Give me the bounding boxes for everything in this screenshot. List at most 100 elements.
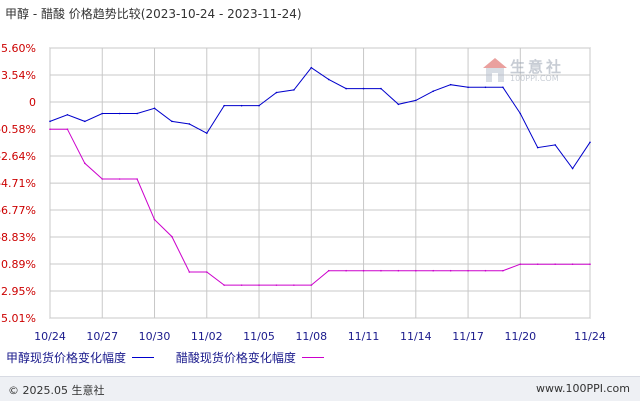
series-2-point	[310, 284, 313, 286]
series-1-point	[449, 83, 452, 86]
series-2-point	[84, 162, 86, 165]
series-2-point	[49, 128, 51, 131]
series-line-2	[50, 128, 590, 286]
series-1-point	[275, 91, 278, 94]
y-tick-label: -2.64%	[0, 150, 36, 163]
footer-copyright: © 2025.05 生意社	[8, 384, 105, 397]
series-1-point	[66, 114, 69, 116]
series-1-point	[536, 146, 539, 149]
y-tick-label: 3.54%	[1, 69, 36, 82]
series-2-point	[293, 284, 295, 286]
series-1-point	[345, 87, 347, 90]
series-1-point	[205, 132, 208, 134]
y-tick-label: -6.77%	[0, 204, 36, 217]
x-tick-label: 11/20	[504, 330, 536, 343]
series-2-point	[66, 128, 69, 131]
series-2-point	[519, 263, 522, 265]
series-1-point	[310, 66, 313, 69]
y-tick-label: -10.89%	[0, 258, 36, 271]
x-tick-label: 11/05	[243, 330, 275, 343]
series-1-point	[502, 86, 504, 89]
series-2-point	[397, 269, 400, 272]
x-tick-label: 11/17	[452, 330, 484, 343]
series-2-point	[449, 269, 452, 272]
series-1-point	[258, 104, 260, 107]
series-2-point	[536, 263, 539, 265]
series-1-point	[397, 103, 400, 106]
series-1-point	[519, 112, 522, 115]
series-1-point	[49, 120, 51, 123]
series-1-point	[362, 87, 365, 90]
x-tick-label: 11/24	[574, 330, 606, 343]
legend: 甲醇现货价格变化幅度 醋酸现货价格变化幅度	[6, 349, 342, 366]
x-tick-label: 10/30	[139, 330, 171, 343]
series-1-point	[136, 112, 138, 115]
series-1-point	[293, 89, 295, 91]
series-2-point	[415, 269, 417, 272]
legend-label-2: 醋酸现货价格变化幅度	[175, 351, 296, 365]
watermark-text: 生意社	[510, 58, 565, 76]
series-2-point	[240, 284, 243, 286]
x-tick-label: 11/08	[295, 330, 327, 343]
series-1-point	[84, 120, 86, 123]
series-2-point	[205, 271, 208, 273]
series-1-point	[554, 144, 556, 146]
series-2-point	[432, 269, 435, 272]
series-2-point	[153, 218, 156, 221]
series-1-point	[380, 87, 382, 90]
series-2-point	[171, 235, 173, 238]
chart-title: 甲醇 - 醋酸 价格趋势比较(2023-10-24 - 2023-11-24)	[5, 7, 302, 21]
grid-layer	[49, 47, 591, 319]
series-2-point	[502, 269, 504, 272]
watermark-url: 100PPI.COM	[510, 74, 559, 83]
legend-item-2: 醋酸现货价格变化幅度	[176, 349, 324, 366]
series-1-point	[118, 112, 121, 115]
watermark: 生意社 100PPI.COM	[482, 56, 582, 86]
series-1-point	[432, 90, 435, 93]
series-1-point	[188, 123, 191, 125]
series-line-1	[49, 67, 591, 170]
series-2-point	[223, 284, 225, 286]
x-tick-label: 11/14	[400, 330, 432, 343]
series-2-point	[118, 178, 121, 180]
series-1-point	[240, 104, 243, 107]
axis-layer: 5.60% 3.54% 0 -0.58% -2.64% -4.71% -6.77% -8.83…	[0, 42, 606, 343]
x-tick-label: 10/24	[34, 330, 66, 343]
watermark-logo-icon	[483, 58, 507, 82]
series-2-point	[258, 284, 260, 286]
x-tick-label: 10/27	[86, 330, 118, 343]
series-1-point	[327, 78, 330, 81]
series-2-point	[467, 269, 469, 272]
footer-site-link[interactable]: www.100PPI.com	[536, 382, 630, 395]
series-2-point	[571, 263, 574, 265]
y-tick-label: -12.95%	[0, 285, 36, 298]
y-tick-label: 5.60%	[1, 42, 36, 55]
series-1-point	[589, 141, 591, 144]
series-2-point	[554, 263, 556, 265]
legend-item-1: 甲醇现货价格变化幅度	[6, 349, 155, 366]
chart-canvas: 5.60% 3.54% 0 -0.58% -2.64% -4.71% -6.77% -8.83…	[0, 42, 606, 343]
y-tick-label: -4.71%	[0, 177, 36, 190]
x-tick-label: 11/11	[348, 330, 380, 343]
series-2-point	[484, 269, 487, 272]
x-tick-label: 11/02	[191, 330, 223, 343]
series-1-point	[153, 107, 156, 110]
series-1-point	[101, 112, 104, 115]
y-tick-label: -0.58%	[0, 123, 36, 136]
series-1-point	[415, 99, 417, 102]
series-1-point	[467, 86, 469, 89]
series-2-point	[275, 284, 278, 286]
footer: © 2025.05 生意社 www.100PPI.com	[0, 376, 640, 401]
series-1-point	[571, 167, 574, 170]
series-1-point	[223, 104, 225, 107]
series-2-point	[327, 269, 330, 272]
series-2-point	[345, 269, 347, 272]
legend-line-2	[301, 357, 324, 358]
series-2-point	[362, 269, 365, 272]
y-tick-label: -8.83%	[0, 231, 36, 244]
y-tick-label: 0	[29, 96, 36, 109]
series-2-point	[380, 269, 382, 272]
legend-label-1: 甲醇现货价格变化幅度	[6, 351, 127, 365]
series-1-point	[171, 120, 173, 123]
series-1-point	[484, 86, 487, 89]
